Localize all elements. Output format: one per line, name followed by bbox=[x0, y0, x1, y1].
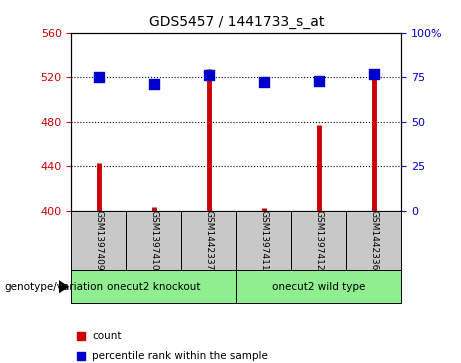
Text: count: count bbox=[92, 331, 122, 341]
Text: onecut2 wild type: onecut2 wild type bbox=[272, 282, 366, 292]
Text: GSM1397411: GSM1397411 bbox=[259, 210, 268, 271]
FancyBboxPatch shape bbox=[71, 270, 236, 303]
Polygon shape bbox=[59, 280, 69, 293]
FancyBboxPatch shape bbox=[126, 211, 181, 270]
Point bbox=[315, 78, 322, 83]
Text: GSM1397412: GSM1397412 bbox=[314, 210, 323, 271]
FancyBboxPatch shape bbox=[236, 270, 401, 303]
FancyBboxPatch shape bbox=[71, 211, 126, 270]
Text: GSM1397410: GSM1397410 bbox=[149, 210, 159, 271]
Point bbox=[260, 79, 267, 85]
Text: genotype/variation: genotype/variation bbox=[5, 282, 104, 292]
Text: GSM1442337: GSM1442337 bbox=[204, 210, 213, 271]
Text: GSM1397409: GSM1397409 bbox=[95, 210, 103, 271]
Point bbox=[205, 73, 213, 78]
FancyBboxPatch shape bbox=[291, 211, 346, 270]
Text: GSM1442336: GSM1442336 bbox=[369, 210, 378, 271]
Point bbox=[150, 81, 158, 87]
Text: onecut2 knockout: onecut2 knockout bbox=[107, 282, 201, 292]
Point bbox=[77, 333, 84, 339]
FancyBboxPatch shape bbox=[346, 211, 401, 270]
Title: GDS5457 / 1441733_s_at: GDS5457 / 1441733_s_at bbox=[148, 15, 324, 29]
Text: percentile rank within the sample: percentile rank within the sample bbox=[92, 351, 268, 361]
Point bbox=[370, 71, 377, 77]
FancyBboxPatch shape bbox=[236, 211, 291, 270]
Point bbox=[77, 353, 84, 359]
FancyBboxPatch shape bbox=[181, 211, 236, 270]
Point bbox=[95, 74, 103, 80]
